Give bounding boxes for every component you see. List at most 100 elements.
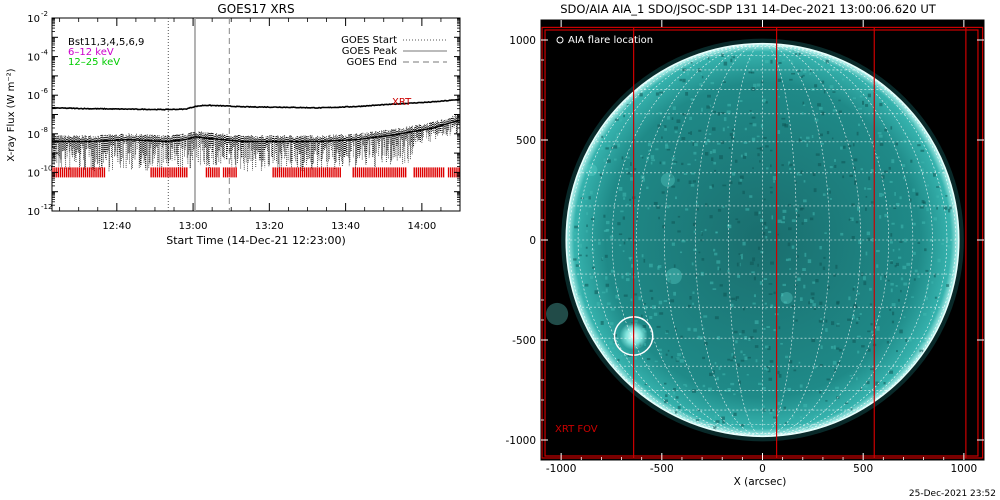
solar-texture-speck (909, 198, 912, 202)
legend-goes-peak-label: GOES Peak (342, 46, 397, 57)
solar-texture-speck (739, 175, 744, 179)
solar-texture-speck (865, 195, 868, 198)
solar-texture-speck (681, 239, 686, 243)
solar-texture-speck (850, 408, 853, 411)
solar-texture-speck (744, 127, 747, 131)
solar-texture-speck (731, 353, 734, 357)
solar-texture-speck (759, 146, 764, 151)
longitude-line (762, 43, 797, 437)
solar-texture-speck (782, 123, 787, 127)
solar-texture-speck (639, 93, 643, 97)
solar-texture-speck (798, 173, 803, 176)
solar-texture-speck (737, 363, 740, 368)
solar-texture-speck (778, 96, 781, 98)
solar-texture-speck (623, 114, 625, 118)
solar-texture-speck (856, 292, 860, 295)
solar-texture-speck (733, 330, 738, 334)
solar-texture-speck (912, 188, 915, 192)
solar-texture-speck (809, 72, 812, 76)
solar-texture-speck (707, 387, 712, 392)
solar-texture-speck (865, 251, 868, 256)
solar-texture-speck (665, 330, 669, 333)
solar-texture-speck (877, 132, 882, 135)
solar-texture-speck (685, 91, 689, 96)
solar-texture-speck (827, 187, 831, 190)
solar-texture-speck (766, 368, 770, 371)
solar-texture-speck (679, 78, 683, 82)
solar-texture-speck (819, 301, 823, 305)
solar-texture-speck (726, 110, 731, 114)
solar-texture-speck (934, 296, 937, 299)
solar-texture-speck (611, 307, 615, 311)
solar-texture-speck (821, 111, 825, 116)
solar-texture-speck (782, 209, 787, 213)
solar-texture-speck (897, 298, 900, 302)
solar-texture-speck (690, 131, 693, 135)
solar-texture-speck (695, 419, 700, 422)
goes-x-tick-label: 13:20 (255, 221, 284, 232)
series-long-channel (52, 98, 460, 111)
solar-texture-speck (716, 376, 719, 381)
solar-texture-speck (698, 251, 701, 254)
solar-texture-speck (920, 168, 924, 173)
solar-texture-speck (647, 207, 650, 210)
solar-texture-speck (627, 360, 630, 365)
solar-texture-speck (791, 305, 795, 308)
solar-texture-speck (603, 214, 606, 218)
solar-texture-speck (676, 357, 680, 361)
solar-texture-speck (601, 291, 606, 294)
solar-texture-speck (807, 259, 812, 264)
solar-texture-speck (738, 253, 743, 255)
solar-texture-speck (861, 345, 865, 348)
solar-texture-speck (804, 252, 807, 257)
solar-texture-speck (936, 207, 938, 210)
solar-texture-speck (658, 216, 660, 220)
solar-texture-speck (853, 303, 857, 307)
solar-texture-speck (847, 144, 852, 148)
solar-texture-speck (742, 155, 747, 159)
solar-texture-speck (905, 338, 908, 342)
solar-texture-speck (627, 370, 630, 374)
solar-texture-speck (919, 349, 924, 353)
solar-texture-speck (768, 230, 772, 234)
solar-texture-speck (614, 118, 619, 121)
solar-texture-speck (755, 359, 758, 363)
legend-label-12-25-kev: 12–25 keV (68, 57, 120, 68)
solar-texture-speck (809, 70, 812, 72)
solar-texture-speck (804, 218, 808, 222)
solar-texture-speck (739, 333, 742, 335)
solar-texture-speck (589, 190, 593, 195)
solar-texture-speck (607, 144, 611, 147)
solar-texture-speck (832, 91, 836, 93)
solar-texture-speck (781, 221, 785, 224)
solar-texture-speck (736, 262, 741, 267)
solar-texture-speck (735, 340, 738, 344)
solar-texture-speck (693, 248, 697, 252)
solar-texture-speck (901, 164, 906, 168)
solar-texture-speck (769, 360, 774, 363)
solar-texture-speck (692, 389, 696, 393)
solar-texture-speck (870, 169, 875, 173)
solar-texture-speck (716, 260, 721, 264)
solar-texture-speck (727, 126, 730, 129)
solar-texture-speck (861, 100, 865, 105)
solar-texture-speck (746, 373, 749, 376)
solar-texture-speck (637, 104, 640, 108)
solar-texture-speck (673, 390, 676, 395)
solar-texture-speck (798, 138, 802, 142)
solar-texture-speck (630, 298, 633, 302)
solar-texture-speck (686, 71, 690, 76)
solar-texture-speck (862, 276, 866, 280)
solar-texture-speck (709, 372, 713, 377)
solar-texture-speck (674, 411, 678, 414)
solar-texture-speck (670, 174, 673, 179)
solar-texture-speck (730, 303, 734, 308)
solar-texture-speck (770, 59, 773, 64)
solar-texture-speck (749, 111, 753, 114)
solar-texture-speck (818, 319, 823, 323)
solar-texture-speck (889, 180, 893, 183)
solar-texture-speck (740, 423, 745, 427)
solar-texture-speck (814, 419, 818, 423)
solar-texture-speck (777, 370, 780, 375)
solar-texture-speck (929, 238, 934, 242)
